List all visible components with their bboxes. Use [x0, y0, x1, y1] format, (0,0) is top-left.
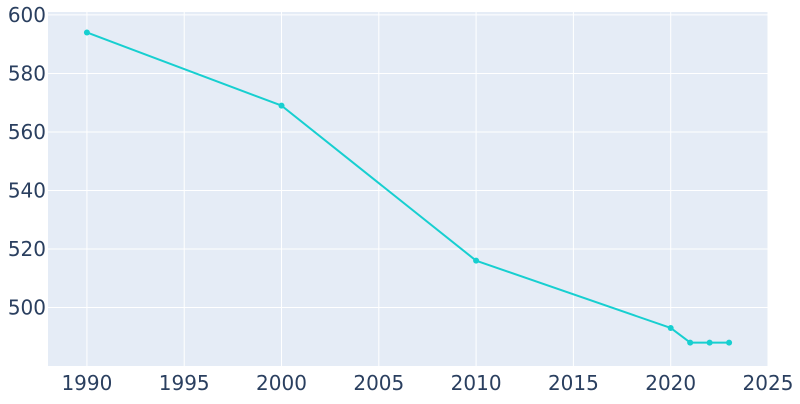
x-axis-ticks: 1990 1995 2000 2005 2010 2015 2020 2025 — [61, 371, 793, 395]
y-tick-label: 520 — [8, 237, 46, 261]
data-point — [83, 29, 90, 36]
data-point — [667, 324, 674, 331]
y-tick-label: 540 — [8, 178, 46, 202]
gridlines — [48, 12, 769, 366]
x-tick-label: 2015 — [548, 371, 599, 395]
x-tick-label: 2010 — [451, 371, 502, 395]
x-tick-label: 1990 — [61, 371, 112, 395]
data-point — [687, 339, 694, 346]
y-tick-label: 500 — [8, 295, 46, 319]
x-tick-label: 1995 — [159, 371, 210, 395]
plot-area — [48, 12, 768, 366]
data-point — [278, 102, 285, 109]
x-tick-label: 2025 — [743, 371, 794, 395]
y-tick-label: 560 — [8, 120, 46, 144]
series-layer — [83, 29, 733, 346]
y-tick-label: 580 — [8, 61, 46, 85]
data-point — [726, 339, 733, 346]
x-tick-label: 2020 — [645, 371, 696, 395]
data-point — [706, 339, 713, 346]
x-tick-label: 2005 — [353, 371, 404, 395]
y-tick-label: 600 — [8, 3, 46, 27]
x-tick-label: 2000 — [256, 371, 307, 395]
data-point — [473, 257, 480, 264]
y-axis-ticks: 500 520 540 560 580 600 — [8, 3, 46, 320]
